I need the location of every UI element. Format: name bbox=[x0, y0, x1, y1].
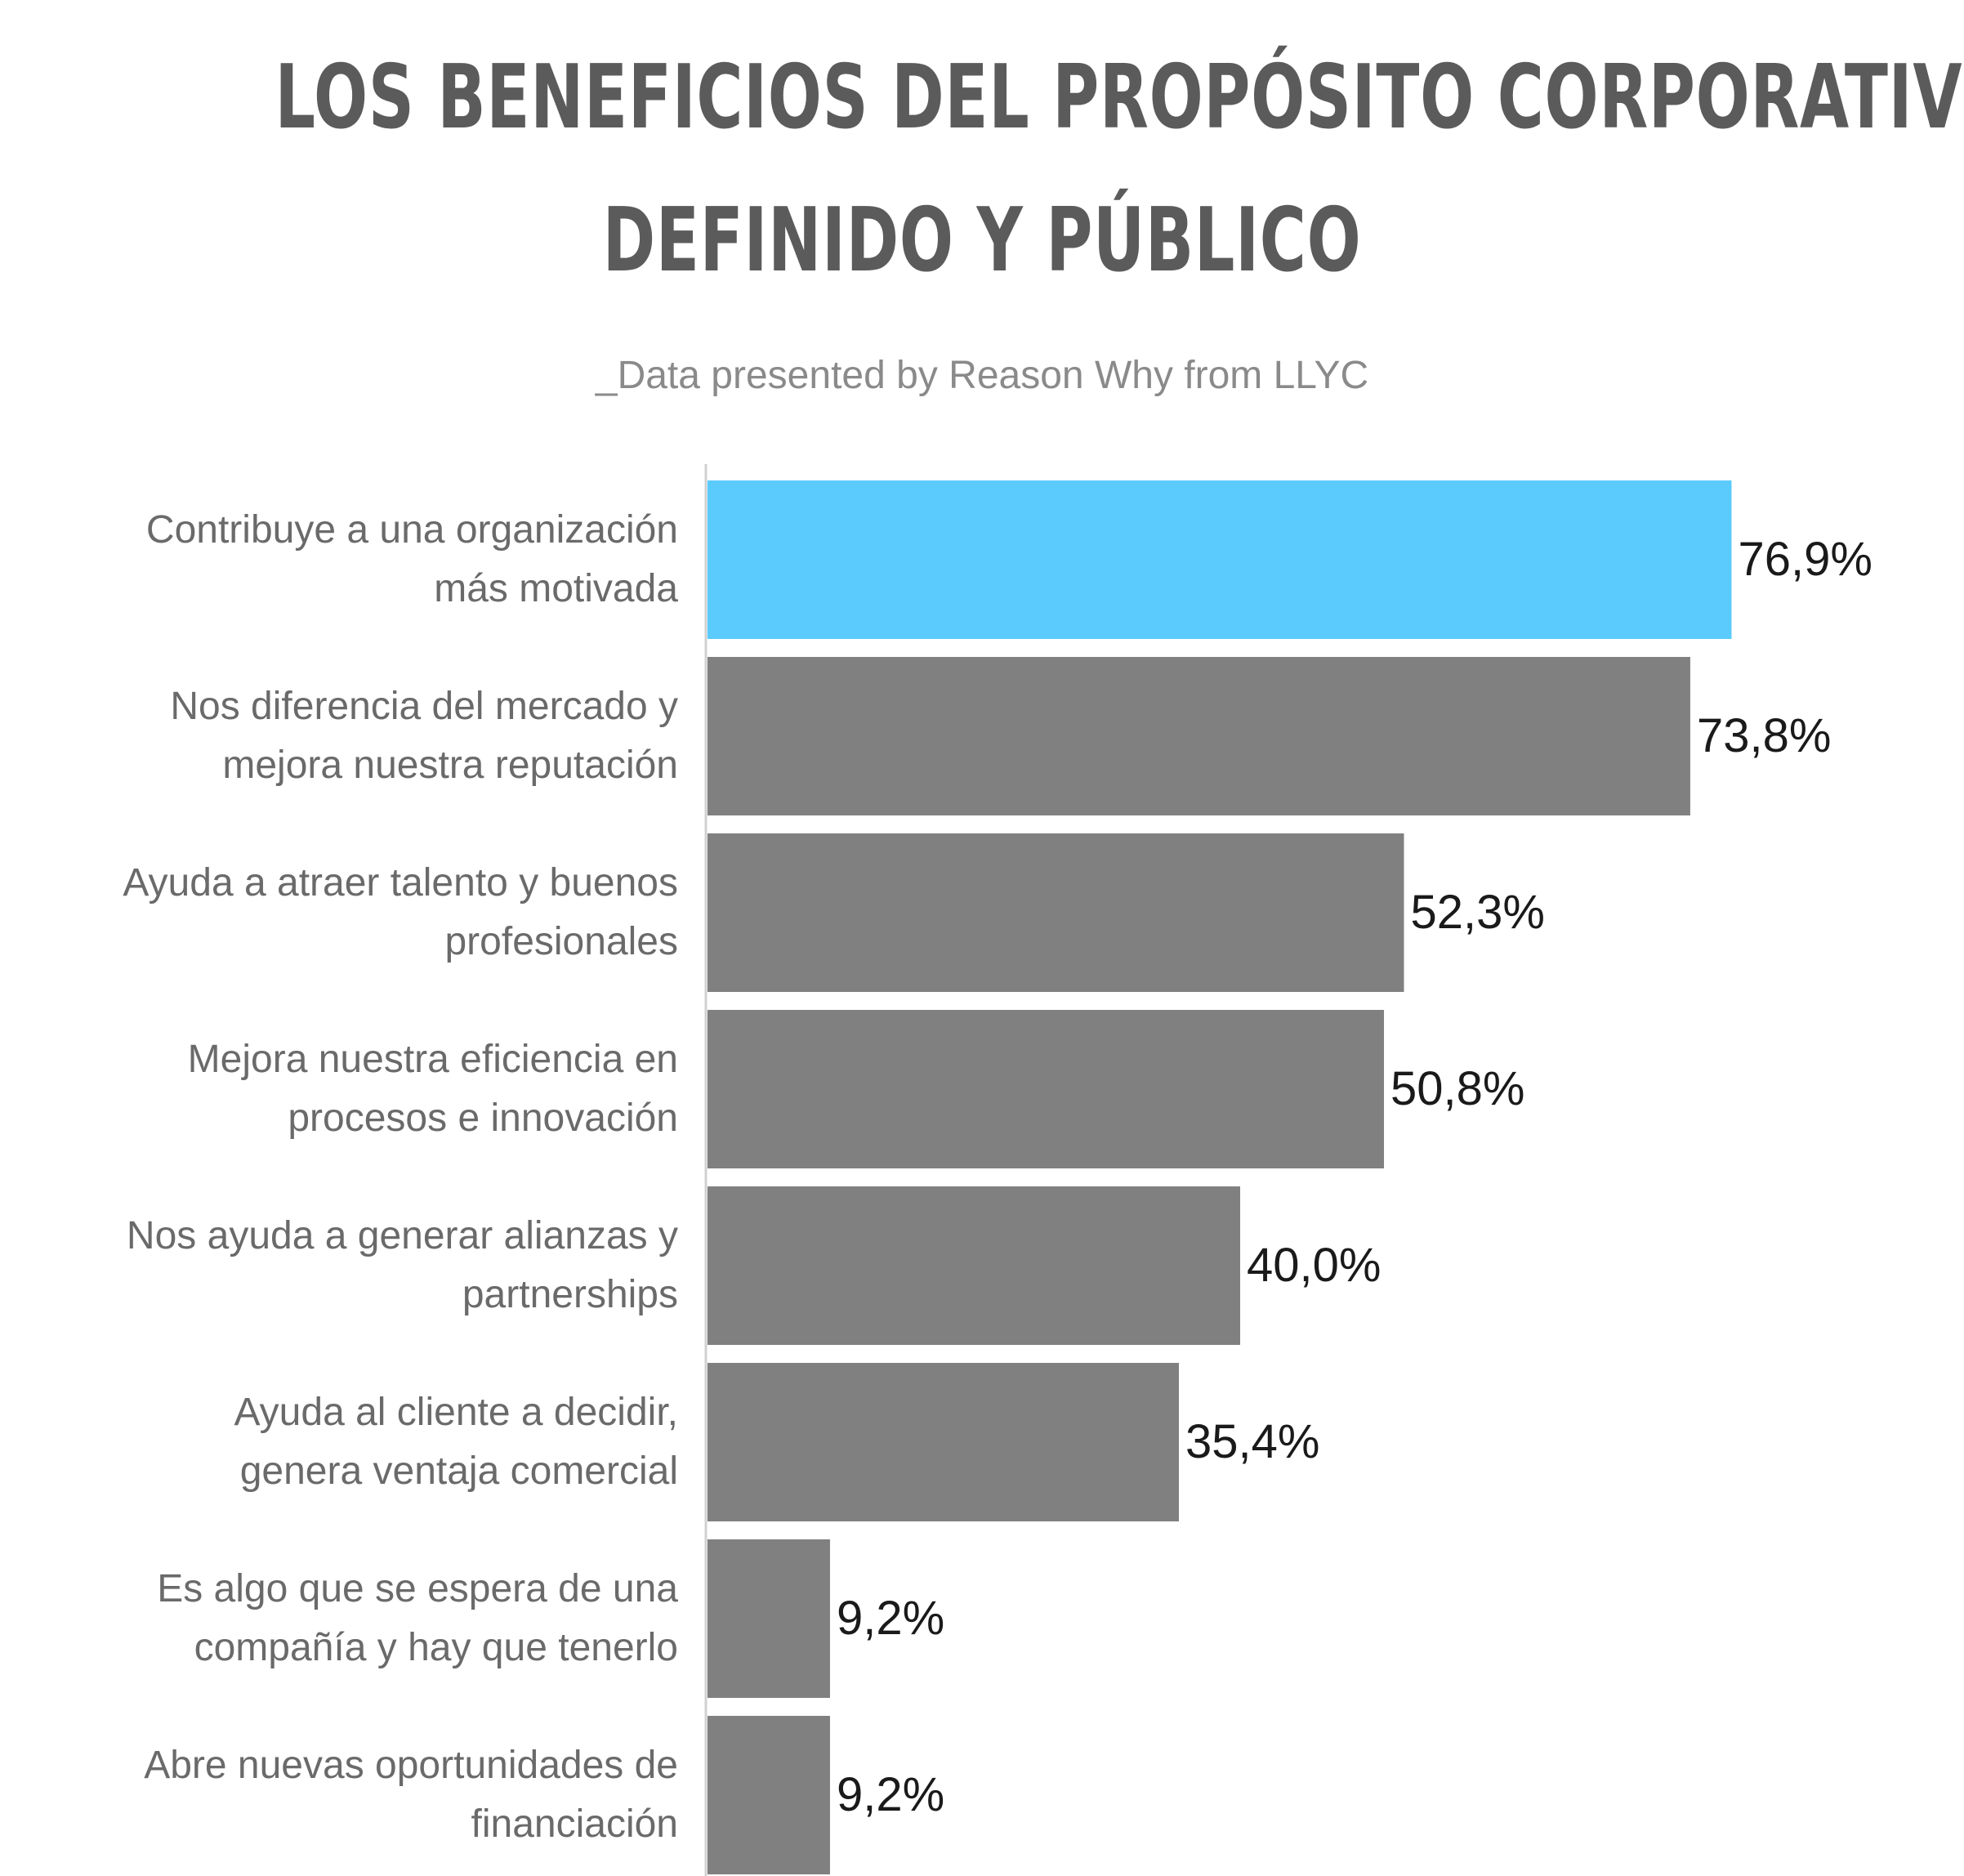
category-label-0: Contribuye a una organización más motivad… bbox=[33, 501, 678, 619]
category-label-0-line-1: más motivada bbox=[434, 567, 678, 610]
bar-4 bbox=[707, 1186, 1240, 1345]
category-label-2: Ayuda a atraer talento y buenos profesion… bbox=[33, 854, 678, 971]
value-label-7: 9,2% bbox=[836, 1768, 945, 1821]
category-label-6-line-1: compañía y hay que tenerlo bbox=[194, 1626, 678, 1669]
category-label-2-line-0: Ayuda a atraer talento y buenos bbox=[123, 861, 678, 904]
category-label-3-line-0: Mejora nuestra eficiencia en bbox=[187, 1038, 678, 1081]
bar-3 bbox=[707, 1010, 1385, 1168]
category-label-1-line-0: Nos diferencia del mercado y bbox=[170, 685, 678, 728]
value-label-3: 50,8% bbox=[1390, 1062, 1525, 1115]
value-label-5: 35,4% bbox=[1185, 1415, 1320, 1468]
category-label-4-line-1: partnerships bbox=[462, 1273, 678, 1316]
bar-2 bbox=[707, 833, 1404, 992]
value-label-1: 73,8% bbox=[1696, 709, 1832, 762]
category-label-1-line-1: mejora nuestra reputación bbox=[222, 744, 678, 787]
value-label-4: 40,0% bbox=[1247, 1239, 1381, 1292]
bar-7 bbox=[707, 1716, 830, 1874]
value-label-6: 9,2% bbox=[836, 1592, 945, 1645]
category-label-3-line-1: procesos e innovación bbox=[288, 1097, 678, 1140]
category-label-6: Es algo que se espera de una compañía y h… bbox=[33, 1560, 678, 1677]
value-label-0: 76,9% bbox=[1738, 533, 1872, 586]
category-label-7-line-1: financiación bbox=[471, 1802, 679, 1846]
category-label-0-line-0: Contribuye a una organización bbox=[145, 508, 678, 552]
category-label-7: Abre nuevas oportunidades de financiación bbox=[33, 1736, 678, 1854]
category-label-3: Mejora nuestra eficiencia en procesos e i… bbox=[33, 1030, 678, 1148]
value-label-2: 52,3% bbox=[1410, 886, 1545, 939]
bar-0 bbox=[707, 480, 1732, 639]
chart-title-line-2: DEFINIDO Y PÚBLICO bbox=[602, 190, 1362, 292]
category-label-5: Ayuda al cliente a decidir, genera ventaj… bbox=[33, 1383, 678, 1501]
category-label-6-line-0: Es algo que se espera de una bbox=[157, 1567, 678, 1610]
category-label-7-line-0: Abre nuevas oportunidades de bbox=[144, 1744, 678, 1787]
category-label-4: Nos ayuda a generar alianzas y partnershi… bbox=[33, 1207, 678, 1324]
chart-title-line-1: LOS BENEFICIOS DEL PROPÓSITO CORPORATIVO bbox=[275, 47, 1964, 149]
category-label-5-line-1: genera ventaja comercial bbox=[239, 1449, 678, 1493]
chart-subtitle: _Data presented by Reason Why from LLYC bbox=[595, 354, 1369, 397]
category-label-1: Nos diferencia del mercado y mejora nuest… bbox=[33, 677, 678, 795]
bar-6 bbox=[707, 1539, 830, 1698]
category-label-4-line-0: Nos ayuda a generar alianzas y bbox=[126, 1214, 678, 1257]
category-label-2-line-1: profesionales bbox=[444, 920, 678, 963]
bar-1 bbox=[707, 657, 1690, 815]
bar-5 bbox=[707, 1363, 1180, 1521]
category-label-5-line-0: Ayuda al cliente a decidir, bbox=[234, 1391, 678, 1434]
